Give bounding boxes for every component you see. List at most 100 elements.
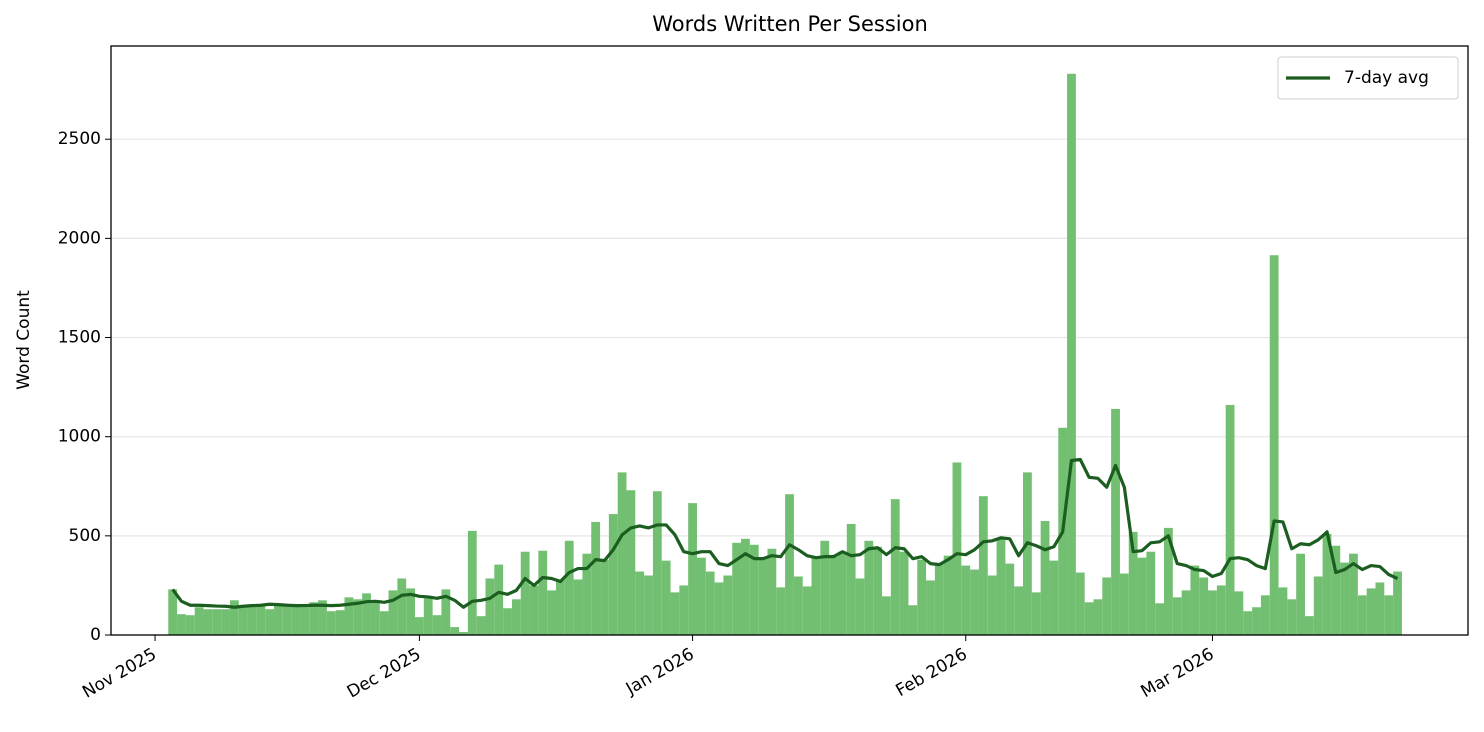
bar (626, 490, 636, 635)
bar (696, 557, 706, 635)
bar (864, 540, 874, 635)
bar (1119, 573, 1129, 635)
bar (617, 472, 627, 635)
bar (1084, 602, 1094, 635)
bar (829, 556, 838, 635)
bar (547, 590, 556, 635)
bar (996, 537, 1006, 635)
bar (1163, 527, 1173, 635)
bar (1234, 591, 1244, 635)
bar (379, 611, 389, 635)
x-tick-label: Jan 2026 (622, 644, 698, 699)
bar (1384, 595, 1394, 635)
bar (1208, 590, 1217, 635)
bar (511, 599, 521, 635)
bar (485, 578, 495, 635)
bar (890, 499, 900, 635)
bar (1225, 404, 1235, 635)
bar (1278, 587, 1288, 635)
bar (1128, 531, 1138, 635)
bar (1287, 599, 1297, 635)
x-tick-label: Feb 2026 (893, 644, 971, 701)
bar (1005, 563, 1015, 635)
bar (1269, 255, 1279, 635)
bar (785, 494, 794, 635)
bar (564, 540, 574, 635)
bar (415, 617, 424, 635)
bar (291, 606, 301, 635)
bar (1252, 607, 1261, 635)
y-tick-label: 2500 (58, 129, 101, 149)
bar (688, 503, 697, 635)
bar (970, 569, 979, 635)
bar (1014, 586, 1024, 635)
bar (811, 556, 821, 635)
bar (573, 579, 583, 635)
x-tick-label: Mar 2026 (1138, 644, 1218, 702)
bar (1331, 545, 1341, 635)
bar (309, 602, 319, 635)
bar (256, 605, 266, 635)
plot-frame (110, 45, 1469, 636)
bar (882, 596, 891, 635)
bar (943, 555, 953, 635)
bar (723, 575, 733, 635)
bar (846, 523, 856, 635)
avg-line (171, 457, 1399, 609)
bar (212, 609, 222, 635)
bar (776, 587, 786, 635)
bar (1243, 611, 1253, 635)
bar (1102, 577, 1112, 635)
bar (503, 608, 512, 635)
bar (934, 563, 944, 635)
bar (1023, 472, 1032, 635)
bar (247, 606, 257, 635)
bar (1093, 599, 1103, 635)
bar (529, 585, 539, 635)
bar (917, 559, 927, 635)
bar (1137, 557, 1147, 635)
bar (353, 599, 363, 635)
bar (873, 546, 883, 635)
bar (635, 571, 645, 635)
bar (1260, 595, 1270, 635)
bar (335, 610, 345, 635)
bar (168, 589, 178, 635)
bar (459, 632, 468, 635)
legend-box (1277, 56, 1459, 100)
bar (1216, 585, 1226, 635)
bar (194, 607, 204, 635)
bar (1049, 560, 1059, 635)
bar (1366, 588, 1376, 635)
bar (793, 576, 803, 635)
bar (899, 551, 909, 635)
bar (679, 585, 689, 635)
bar (344, 597, 354, 635)
bar (423, 598, 433, 635)
bar (467, 530, 477, 635)
bar (185, 615, 195, 635)
y-tick-label: 1500 (58, 328, 101, 348)
bar (274, 604, 283, 635)
bar (741, 538, 750, 635)
bar (388, 590, 398, 635)
bar (494, 564, 504, 635)
bar (767, 548, 777, 635)
bar (978, 496, 988, 635)
bar (1181, 590, 1191, 635)
bar (1349, 553, 1358, 635)
bar (855, 578, 865, 635)
bar (432, 615, 442, 635)
bar (926, 580, 935, 635)
bar (1313, 576, 1323, 635)
bar (238, 605, 248, 635)
bar (177, 614, 186, 635)
bar (1111, 408, 1120, 635)
bar (758, 557, 768, 635)
bar (1075, 572, 1085, 635)
bar (608, 514, 618, 635)
bar (397, 578, 407, 635)
bar (538, 550, 548, 635)
bar (520, 551, 530, 635)
x-tick-label: Nov 2025 (79, 644, 160, 702)
